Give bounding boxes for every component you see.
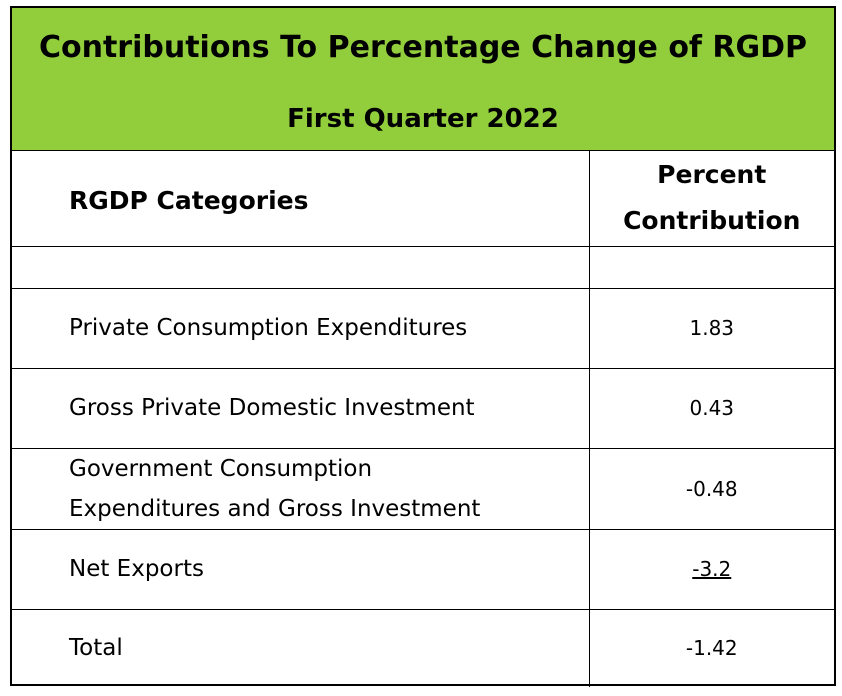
column-header-percent-contribution: Percent Contribution xyxy=(589,151,834,246)
table-subtitle: First Quarter 2022 xyxy=(287,104,559,134)
category-cell: Total xyxy=(12,608,590,687)
title-banner: Contributions To Percentage Change of RG… xyxy=(12,8,834,151)
total-row: Total -1.42 xyxy=(12,608,834,687)
category-cell: Net Exports xyxy=(12,528,590,609)
category-cell: Private Consumption Expenditures xyxy=(12,287,590,368)
table-title: Contributions To Percentage Change of RG… xyxy=(38,30,808,65)
underlined-value: -3.2 xyxy=(692,557,732,581)
contributions-table: RGDP Categories Percent Contribution Pri… xyxy=(12,151,834,687)
category-line2: Expenditures and Gross Investment xyxy=(69,495,481,522)
header-row: RGDP Categories Percent Contribution xyxy=(12,151,834,246)
empty-cell xyxy=(12,245,590,288)
empty-row xyxy=(12,245,834,288)
table-row: Net Exports -3.2 xyxy=(12,528,834,609)
value-cell: -1.42 xyxy=(589,608,834,687)
empty-cell xyxy=(589,245,834,288)
column-header-category: RGDP Categories xyxy=(12,151,590,246)
table-row: Government Consumption Expenditures and … xyxy=(12,447,834,529)
category-cell: Gross Private Domestic Investment xyxy=(12,367,590,448)
value-cell: 1.83 xyxy=(589,287,834,368)
value-cell: -3.2 xyxy=(589,528,834,609)
category-line1: Government Consumption xyxy=(69,455,373,482)
value-cell: -0.48 xyxy=(589,447,834,529)
column-header-line2: Contribution xyxy=(623,206,801,236)
table-row: Gross Private Domestic Investment 0.43 xyxy=(12,367,834,448)
table-row: Private Consumption Expenditures 1.83 xyxy=(12,287,834,368)
value-cell: 0.43 xyxy=(589,367,834,448)
column-header-line1: Percent xyxy=(657,160,767,190)
category-cell: Government Consumption Expenditures and … xyxy=(12,447,590,529)
rgdp-table-frame: Contributions To Percentage Change of RG… xyxy=(10,6,836,687)
